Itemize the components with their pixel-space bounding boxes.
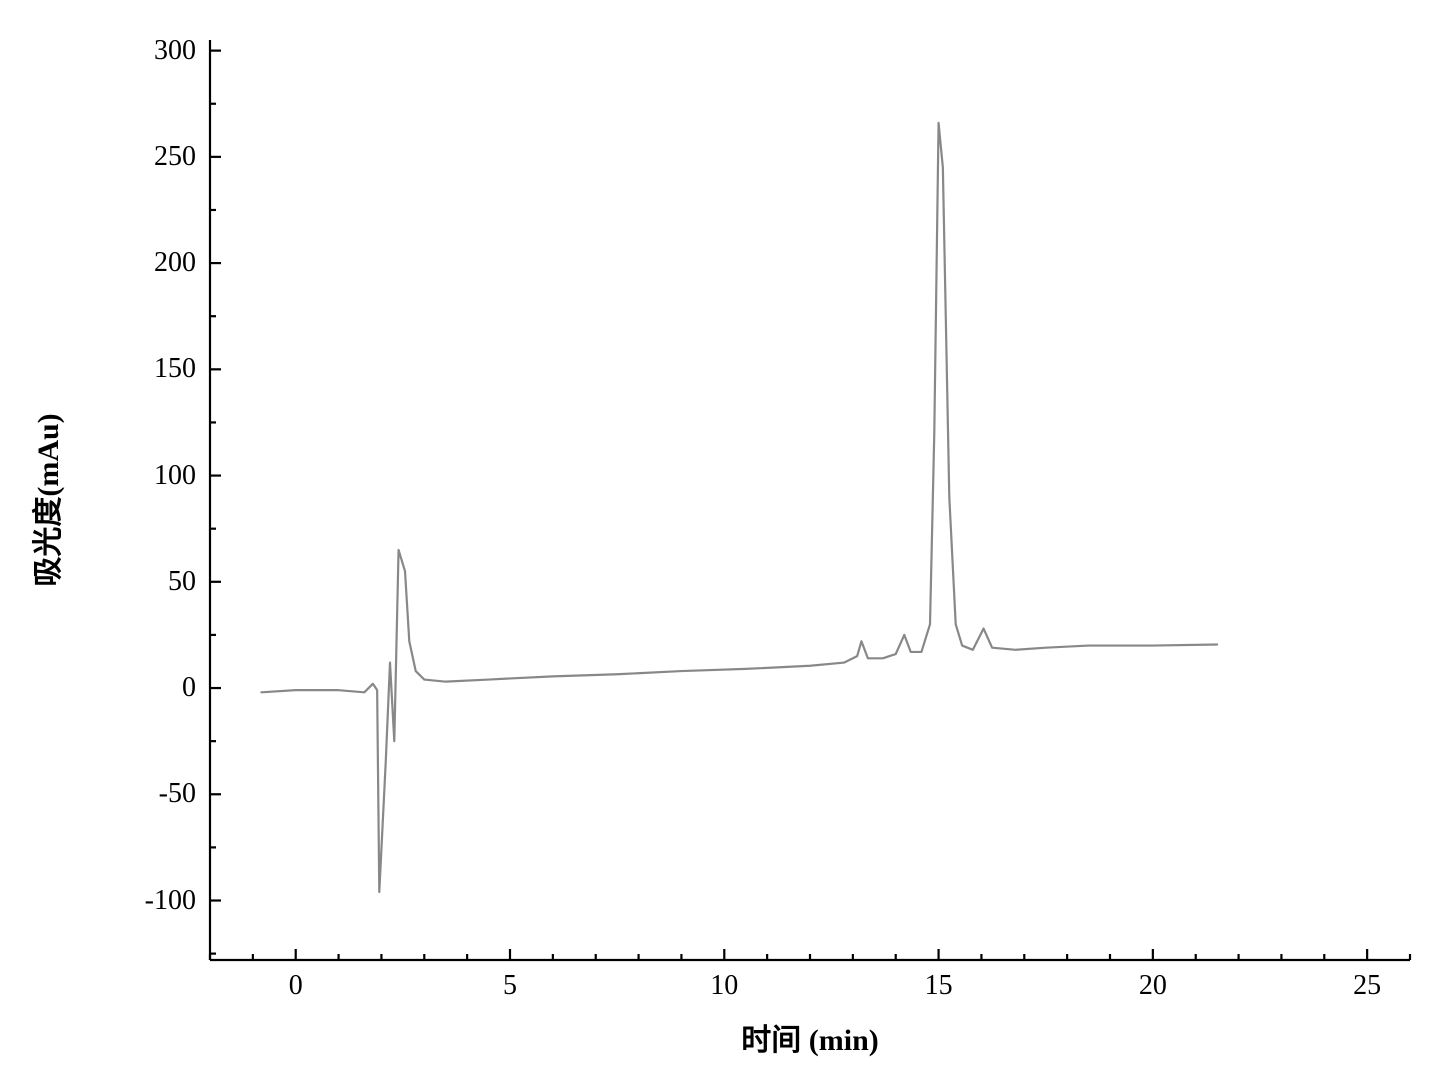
y-tick-label: 0 — [182, 672, 196, 704]
y-tick-label: 50 — [168, 566, 196, 598]
y-tick-label: 100 — [154, 460, 196, 492]
x-tick-label: 15 — [925, 970, 953, 1002]
x-axis-label: 时间 (min) — [741, 1015, 879, 1059]
y-tick-label: -50 — [159, 778, 196, 810]
y-tick-label: 250 — [154, 141, 196, 173]
y-axis-label: 吸光度(mAu) — [23, 413, 67, 586]
y-tick-label: 300 — [154, 35, 196, 67]
chromatogram-chart: 吸光度(mAu) 时间 (min) 0 5 10 15 20 25 -100 -50 0 50 10… — [0, 0, 1455, 1088]
x-tick-label: 0 — [289, 970, 303, 1002]
y-tick-label: 200 — [154, 247, 196, 279]
x-tick-label: 20 — [1139, 970, 1167, 1002]
x-tick-label: 25 — [1353, 970, 1381, 1002]
chart-svg — [0, 0, 1455, 1088]
y-tick-label: 150 — [154, 353, 196, 385]
x-tick-label: 10 — [710, 970, 738, 1002]
y-tick-label: -100 — [145, 885, 196, 917]
x-tick-label: 5 — [503, 970, 517, 1002]
